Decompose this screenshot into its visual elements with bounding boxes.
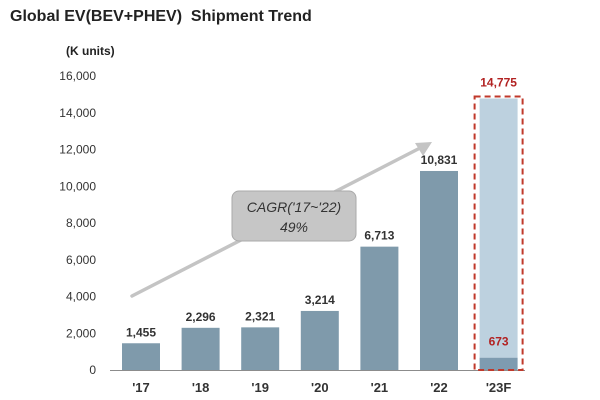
cagr-label: CAGR('17~'22) — [247, 199, 341, 215]
y-tick-label: 6,000 — [66, 253, 96, 267]
bar — [420, 170, 458, 370]
data-label: 2,321 — [245, 309, 275, 323]
bar — [122, 343, 160, 370]
x-tick-label: '20 — [311, 380, 329, 395]
data-labels: 1,455 2,296 2,321 3,214 6,713 10,831 673 14,775 — [126, 76, 517, 349]
x-tick-label: '21 — [371, 380, 389, 395]
cagr-callout: CAGR('17~'22) 49% — [231, 190, 357, 242]
x-tick-label: '23F — [486, 380, 512, 395]
data-label: 6,713 — [364, 229, 394, 243]
data-label: 1,455 — [126, 325, 156, 339]
y-tick-label: 2,000 — [66, 326, 96, 340]
data-label: 10,831 — [421, 153, 458, 167]
y-tick-label: 14,000 — [59, 106, 96, 120]
y-unit-label: (K units) — [66, 44, 115, 58]
y-tick-label: 8,000 — [66, 216, 96, 230]
forecast-bar — [479, 357, 518, 370]
bar — [300, 310, 339, 370]
x-tick-label: '18 — [192, 380, 210, 395]
bar — [360, 246, 399, 370]
bar — [241, 327, 280, 370]
data-label: 673 — [489, 335, 509, 349]
cagr-callout-box — [231, 190, 357, 242]
forecast-fill — [479, 98, 518, 358]
forecast-box — [473, 95, 524, 372]
y-tick-label: 4,000 — [66, 290, 96, 304]
x-tick-label: '19 — [251, 380, 269, 395]
arrow-head — [415, 142, 432, 156]
x-tick-label: '17 — [132, 380, 150, 395]
chart-title: Global EV(BEV+PHEV) Shipment Trend — [10, 8, 312, 25]
x-tick-label: '22 — [430, 380, 448, 395]
data-label: 3,214 — [305, 293, 335, 307]
y-tick-label: 10,000 — [59, 179, 96, 193]
x-axis-ticks: '17 '18 '19 '20 '21 '22 '23F — [132, 380, 511, 395]
bars — [122, 170, 518, 370]
y-tick-label: 16,000 — [59, 69, 96, 83]
bar — [181, 327, 220, 370]
y-tick-label: 12,000 — [59, 143, 96, 157]
cagr-value: 49% — [280, 219, 308, 235]
y-tick-label: 0 — [89, 363, 96, 377]
y-axis-ticks: 0 2,000 4,000 6,000 8,000 10,000 12,000 14,000 1… — [59, 69, 96, 377]
forecast-dashed-border — [473, 95, 524, 372]
data-label: 2,296 — [186, 310, 216, 324]
forecast-total-label: 14,775 — [480, 76, 517, 90]
